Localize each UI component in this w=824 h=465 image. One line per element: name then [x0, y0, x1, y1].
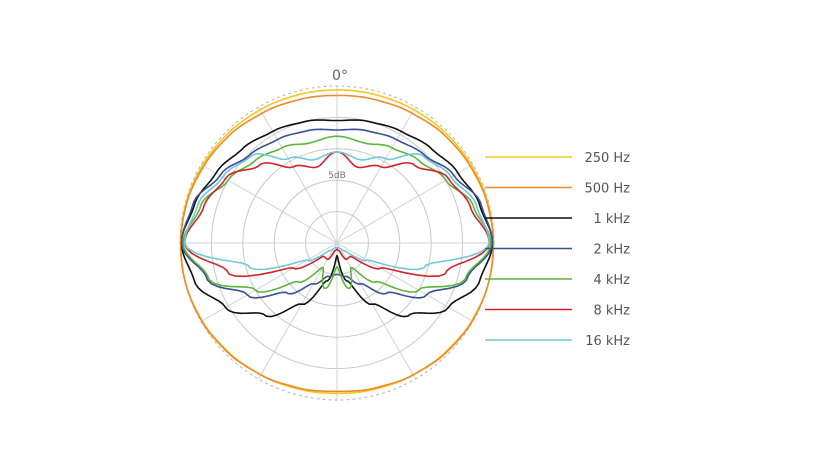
legend-label: 4 kHz — [593, 273, 630, 288]
legend-item: 8 kHz — [485, 304, 630, 319]
legend-item: 500 Hz — [485, 182, 630, 197]
grid-spoke — [258, 242, 338, 380]
grid-spoke — [336, 242, 416, 380]
grid-spoke — [200, 242, 338, 322]
series-curve-4-khz — [182, 135, 492, 293]
grid-ring — [273, 179, 401, 307]
legend-item: 2 kHz — [485, 243, 630, 258]
series-curve-8-khz — [183, 151, 491, 278]
series-curve-2-khz — [180, 128, 494, 299]
legend-label: 250 Hz — [584, 151, 630, 166]
grid-spoke — [258, 106, 338, 244]
series-curve-500-hz — [180, 94, 495, 393]
legend-label: 1 kHz — [593, 212, 630, 227]
legend-item: 1 kHz — [485, 212, 630, 227]
grid-spoke — [336, 164, 474, 244]
grid-spoke — [336, 106, 416, 244]
polar-curves — [179, 89, 495, 395]
angle-label-zero: 0° — [332, 68, 348, 84]
legend-item: 250 Hz — [485, 151, 630, 166]
legend: 250 Hz 500 Hz 1 kHz 2 kHz 4 kHz 8 kHz 16 kHz — [485, 151, 630, 349]
legend-label: 16 kHz — [585, 334, 630, 349]
legend-label: 500 Hz — [584, 182, 630, 197]
grid-spoke — [200, 164, 338, 244]
legend-item: 4 kHz — [485, 273, 630, 288]
series-curve-1-khz — [180, 119, 494, 318]
series-curve-250-hz — [179, 89, 495, 395]
grid-spoke — [336, 242, 474, 322]
grid-ring — [242, 148, 432, 338]
legend-item: 16 kHz — [485, 334, 630, 349]
series-curve-16-khz — [183, 151, 491, 271]
legend-label: 2 kHz — [593, 243, 630, 258]
legend-label: 8 kHz — [593, 304, 630, 319]
ring-label: 5dB — [328, 171, 346, 181]
grid-ring — [210, 116, 464, 370]
polar-grid — [179, 85, 495, 401]
